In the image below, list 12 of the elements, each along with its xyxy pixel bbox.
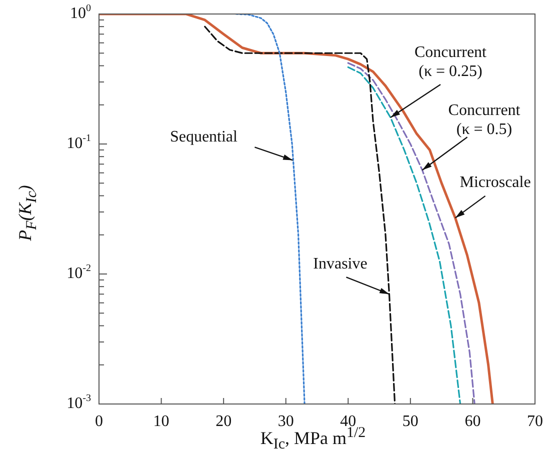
annotation: Microscale (460, 174, 531, 192)
x-tick-label: 60 (464, 413, 481, 430)
annotation: Sequential (170, 128, 238, 146)
x-tick-label: 0 (95, 413, 103, 430)
annotation: Concurrent (κ = 0.5) (448, 102, 521, 138)
x-tick-label: 10 (153, 413, 170, 430)
annotation: Invasive (313, 255, 368, 272)
x-tick-label: 30 (278, 413, 294, 430)
annotation: Concurrent (κ = 0.25) (414, 44, 488, 80)
x-tick-label: 70 (527, 413, 543, 430)
x-tick-label: 20 (216, 413, 232, 430)
x-tick-label: 50 (402, 413, 418, 430)
